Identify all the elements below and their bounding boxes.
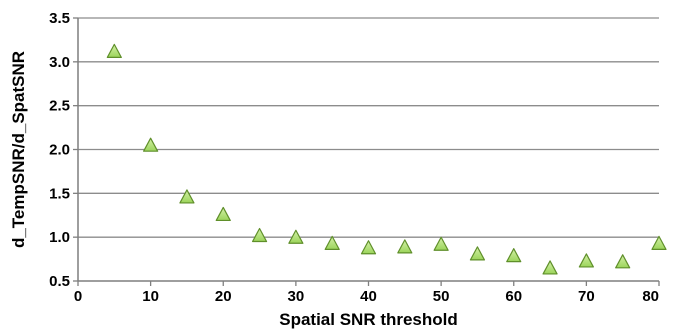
data-point-0-3	[215, 206, 231, 222]
x-tick-label-4: 40	[360, 288, 377, 305]
data-point-0-7	[360, 240, 377, 255]
y-tick-label-4: 2.5	[49, 98, 70, 115]
data-point-0-14	[615, 254, 631, 269]
x-tick-label-6: 60	[505, 288, 522, 305]
y-tick-label-5: 3.0	[49, 54, 70, 71]
y-tick-label-6: 3.5	[49, 10, 70, 27]
data-point-0-4	[251, 227, 268, 243]
x-tick-label-0: 0	[74, 288, 82, 305]
y-tick-label-0: 0.5	[49, 273, 70, 290]
y-tick-label-2: 1.5	[49, 185, 70, 202]
x-tick-label-1: 10	[142, 288, 159, 305]
y-tick-label-1: 1.0	[49, 229, 70, 246]
y-axis-title: d_TempSNR/d_SpatSNR	[9, 51, 28, 248]
x-axis-title: Spatial SNR threshold	[279, 310, 458, 329]
data-point-0-10	[469, 246, 486, 261]
x-tick-label-2: 20	[215, 288, 232, 305]
data-point-0-15	[651, 235, 667, 250]
tick-labels: 0.5 1.0 1.5 2.0 2.5 3.0 3.5 0 10 20 30 40 50 60 70 80	[49, 10, 659, 305]
data-point-0-2	[179, 189, 195, 204]
x-tick-label-5: 50	[433, 288, 450, 305]
data-point-0-5	[288, 229, 304, 244]
data-points	[106, 43, 667, 275]
x-tick-label-3: 30	[288, 288, 305, 305]
data-point-0-12	[542, 260, 558, 275]
data-point-0-1	[143, 137, 159, 152]
data-point-0-13	[578, 253, 594, 268]
data-point-0-8	[397, 239, 413, 254]
data-point-0-11	[506, 248, 522, 263]
grid-lines	[78, 17, 659, 238]
x-tick-label-8: 80	[642, 288, 659, 305]
x-tick-label-7: 70	[578, 288, 595, 305]
data-point-0-9	[433, 236, 449, 251]
y-tick-label-3: 2.0	[49, 142, 70, 159]
axes	[73, 17, 660, 286]
data-point-0-6	[324, 235, 340, 250]
data-point-0-0	[106, 43, 122, 58]
